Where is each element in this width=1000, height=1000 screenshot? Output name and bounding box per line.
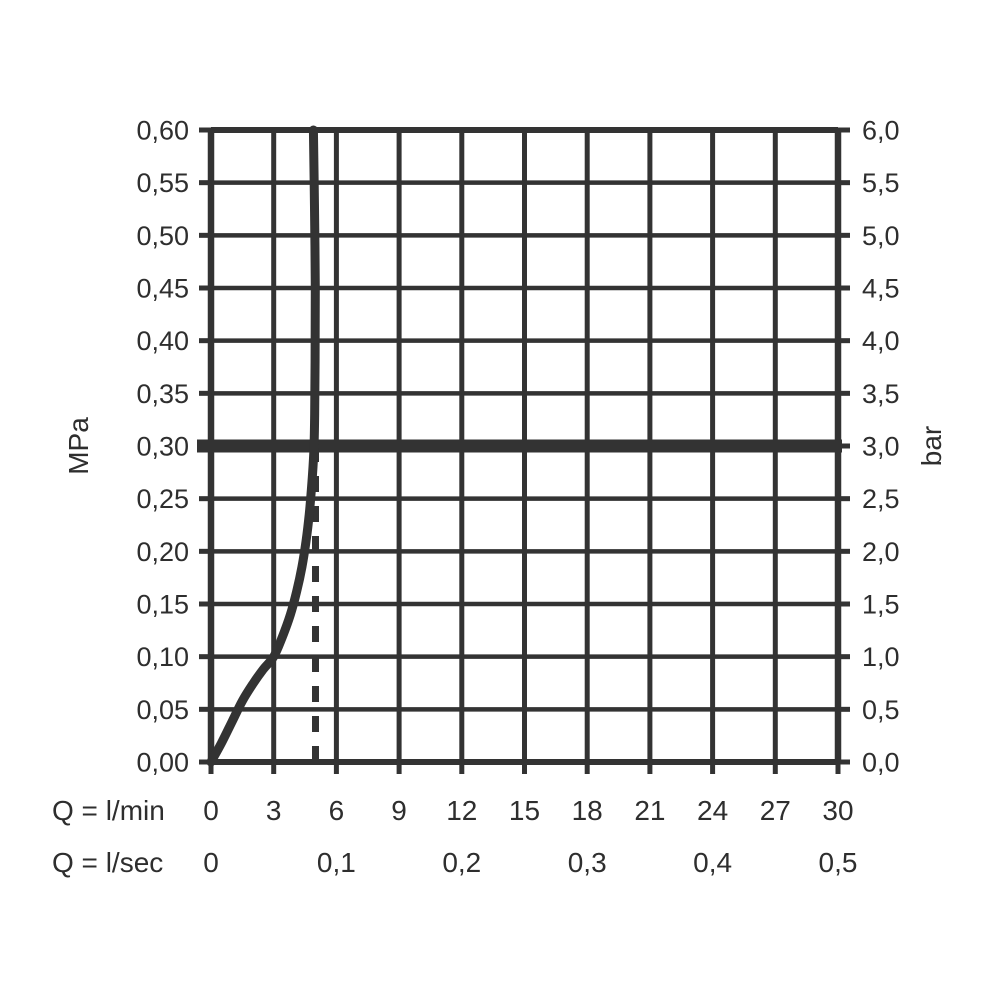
x-axis-tick-label-lsec: 0,2 <box>442 847 481 878</box>
y-axis-title-left: MPa <box>63 417 94 475</box>
y-axis-title-right: bar <box>916 426 947 466</box>
y-axis-tick-label-right: 5,0 <box>862 221 900 251</box>
x-axis-tick-label-lmin: 18 <box>572 795 603 826</box>
x-axis-tick-label-lmin: 15 <box>509 795 540 826</box>
y-axis-tick-label-left: 0,25 <box>136 484 189 514</box>
data-curve <box>206 125 320 767</box>
x-axis-tick-label-lmin: 0 <box>203 795 219 826</box>
y-axis-tick-label-left: 0,55 <box>136 168 189 198</box>
y-axis-tick-label-left: 0,00 <box>136 748 189 778</box>
y-axis-tick-label-left: 0,10 <box>136 642 189 672</box>
x-axis-tick-label-lsec: 0,3 <box>568 847 607 878</box>
y-axis-tick-label-left: 0,45 <box>136 274 189 304</box>
y-axis-tick-label-right: 1,5 <box>862 590 900 620</box>
x-axis-tick-label-lmin: 30 <box>822 795 853 826</box>
y-axis-tick-label-right: 1,0 <box>862 642 900 672</box>
y-axis-tick-label-right: 4,5 <box>862 274 900 304</box>
y-axis-tick-label-right: 2,0 <box>862 537 900 567</box>
y-axis-tick-label-right: 0,0 <box>862 748 900 778</box>
y-axis-tick-label-right: 3,0 <box>862 432 900 462</box>
y-axis-tick-label-left: 0,50 <box>136 221 189 251</box>
x-axis-tick-label-lmin: 9 <box>391 795 407 826</box>
y-axis-tick-label-right: 3,5 <box>862 379 900 409</box>
x-axis-tick-label-lmin: 27 <box>760 795 791 826</box>
y-axis-tick-label-left: 0,60 <box>136 116 189 146</box>
x-axis-tick-label-lmin: 12 <box>446 795 477 826</box>
x-axis-tick-label-lmin: 3 <box>266 795 282 826</box>
y-axis-tick-label-left: 0,40 <box>136 326 189 356</box>
x-axis-tick-label-lmin: 24 <box>697 795 728 826</box>
y-axis-tick-label-right: 4,0 <box>862 326 900 356</box>
x-axis-tick-label-lsec: 0 <box>203 847 219 878</box>
y-axis-tick-label-left: 0,15 <box>136 590 189 620</box>
y-axis-tick-label-right: 0,5 <box>862 695 900 725</box>
y-axis-tick-label-left: 0,20 <box>136 537 189 567</box>
x-axis-tick-label-lsec: 0,5 <box>819 847 858 878</box>
y-axis-tick-label-left: 0,30 <box>136 432 189 462</box>
y-axis-tick-label-right: 6,0 <box>862 116 900 146</box>
x-axis-tick-label-lmin: 21 <box>634 795 665 826</box>
x-axis-row-lmin-title: Q = l/min <box>52 795 165 826</box>
x-axis-tick-label-lsec: 0,1 <box>317 847 356 878</box>
x-axis-tick-label-lsec: 0,4 <box>693 847 732 878</box>
y-axis-tick-label-right: 5,5 <box>862 168 900 198</box>
x-axis-row-lsec-title: Q = l/sec <box>52 847 163 878</box>
x-axis-tick-label-lmin: 6 <box>329 795 345 826</box>
y-axis-tick-label-left: 0,35 <box>136 379 189 409</box>
y-axis-tick-label-left: 0,05 <box>136 695 189 725</box>
y-axis-tick-label-right: 2,5 <box>862 484 900 514</box>
